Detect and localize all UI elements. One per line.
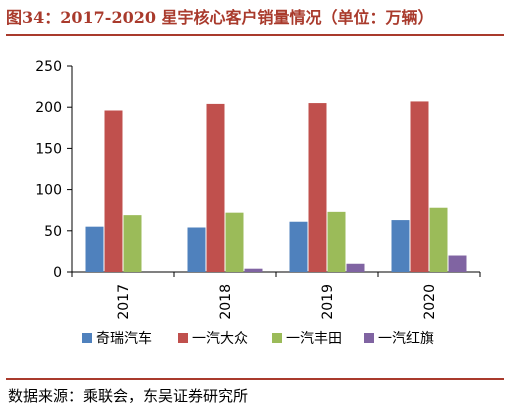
- figure-title: 图34：2017-2020 星宇核心客户销量情况（单位：万辆）: [6, 8, 434, 27]
- y-tick-label: 200: [35, 100, 62, 116]
- x-tick-labels: 2017 2018 2019 2020: [116, 284, 438, 320]
- legend-swatch: [272, 333, 282, 343]
- x-tick-label: 2020: [422, 284, 438, 320]
- legend-label: 奇瑞汽车: [96, 330, 152, 347]
- legend-swatch: [364, 333, 374, 343]
- bar-2019-series-1: [289, 221, 308, 272]
- y-tick-label: 250: [35, 59, 62, 75]
- x-tick-label: 2018: [218, 284, 234, 320]
- bottom-rule: [6, 378, 504, 380]
- legend-label: 一汽红旗: [378, 331, 434, 347]
- bar-2020-series-3: [429, 207, 448, 272]
- bar-2019-series-4: [346, 263, 365, 272]
- y-tick-label: 50: [44, 224, 62, 240]
- bars: [85, 101, 467, 273]
- y-tick-label: 100: [35, 183, 62, 199]
- bar-chart: 0 50 100 150 200 250 2017 2018 2019 2020 奇瑞汽车 一汽大…: [35, 59, 481, 347]
- bar-2018-series-3: [225, 212, 244, 272]
- title-rule: [6, 34, 504, 36]
- x-tick-label: 2017: [116, 284, 132, 320]
- bar-2018-series-4: [244, 268, 263, 272]
- bar-2018-series-2: [206, 103, 225, 273]
- bar-2017-series-3: [123, 215, 142, 272]
- legend-swatch: [82, 333, 92, 343]
- legend-label: 一汽丰田: [286, 331, 342, 347]
- bar-2020-series-1: [391, 220, 410, 272]
- bar-2020-series-2: [410, 101, 429, 272]
- bar-2020-series-4: [448, 255, 467, 272]
- source-note: 数据来源：乘联会，东吴证券研究所: [8, 387, 249, 405]
- y-tick-labels: 0 50 100 150 200 250: [35, 59, 62, 281]
- x-tick-label: 2019: [320, 284, 336, 320]
- bar-2018-series-1: [187, 227, 206, 272]
- legend-swatch: [178, 333, 188, 343]
- y-tick-label: 0: [53, 265, 62, 281]
- bar-2019-series-2: [308, 103, 327, 272]
- legend-label: 一汽大众: [192, 331, 248, 347]
- y-tick-label: 150: [35, 141, 62, 157]
- legend: 奇瑞汽车 一汽大众 一汽丰田 一汽红旗: [82, 330, 434, 347]
- bar-2017-series-1: [85, 226, 104, 272]
- bar-2017-series-2: [104, 110, 123, 272]
- bar-2019-series-3: [327, 211, 346, 272]
